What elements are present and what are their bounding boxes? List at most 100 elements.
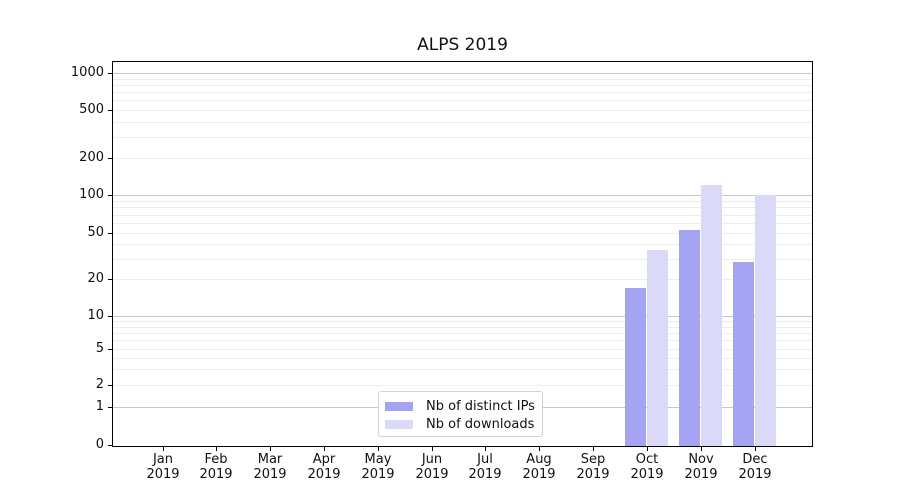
x-tick-label: Jun 2019 (400, 452, 464, 482)
x-tick-year: 2019 (415, 467, 449, 482)
y-gridline-minor (113, 100, 812, 101)
y-tick-label: 200 (79, 150, 104, 165)
x-tick-mark (270, 446, 271, 451)
x-tick-month: Dec (742, 452, 768, 467)
y-gridline-minor (113, 223, 812, 224)
y-tick-mark (108, 73, 113, 74)
plot-area (112, 61, 813, 447)
x-tick-year: 2019 (361, 467, 395, 482)
y-tick-mark (108, 407, 113, 408)
y-gridline-major (113, 195, 812, 196)
y-gridline-minor (113, 201, 812, 202)
y-gridline-major (113, 73, 812, 74)
x-tick-year: 2019 (576, 467, 610, 482)
y-tick-label: 100 (79, 187, 104, 202)
x-tick-mark (647, 446, 648, 451)
y-gridline-minor (113, 327, 812, 328)
y-tick-label: 1 (95, 399, 104, 414)
y-gridline-minor (113, 85, 812, 86)
bar-distinct-ips (679, 229, 701, 446)
x-tick-month: Jun (421, 452, 443, 467)
legend-swatch (385, 401, 413, 411)
x-tick-label: Mar 2019 (238, 452, 302, 482)
x-tick-mark (378, 446, 379, 451)
x-tick-year: 2019 (146, 467, 180, 482)
y-gridline-minor (113, 340, 812, 341)
x-tick-label: Jan 2019 (131, 452, 195, 482)
y-gridline-minor (113, 207, 812, 208)
y-gridline-minor (113, 349, 812, 350)
y-gridline-minor (113, 279, 812, 280)
x-tick-mark (324, 446, 325, 451)
bar-downloads (755, 195, 776, 446)
x-tick-label: Aug 2019 (507, 452, 571, 482)
y-tick-label: 2 (95, 377, 104, 392)
bar-downloads (701, 185, 723, 446)
x-tick-label: Jul 2019 (453, 452, 517, 482)
y-tick-label: 1000 (70, 65, 104, 80)
y-tick-label: 50 (87, 225, 104, 240)
x-tick-month: May (364, 452, 392, 467)
y-tick-mark (108, 158, 113, 159)
y-gridline-minor (113, 79, 812, 80)
x-tick-year: 2019 (684, 467, 718, 482)
y-tick-mark (108, 316, 113, 317)
y-tick-mark (108, 445, 113, 446)
y-tick-label: 10 (87, 308, 104, 323)
y-gridline-minor (113, 233, 812, 234)
x-tick-month: Sep (580, 452, 606, 467)
y-gridline-minor (113, 369, 812, 370)
y-tick-label: 5 (95, 341, 104, 356)
y-gridline-minor (113, 358, 812, 359)
y-tick-mark (108, 349, 113, 350)
x-tick-year: 2019 (199, 467, 233, 482)
x-tick-mark (432, 446, 433, 451)
x-tick-label: Apr 2019 (292, 452, 356, 482)
y-gridline-minor (113, 321, 812, 322)
y-tick-label: 500 (79, 102, 104, 117)
x-tick-year: 2019 (468, 467, 502, 482)
legend-row: Nb of distinct IPs (385, 397, 542, 415)
x-tick-year: 2019 (307, 467, 341, 482)
y-tick-mark (108, 385, 113, 386)
y-tick-label: 20 (87, 271, 104, 286)
y-gridline-minor (113, 333, 812, 334)
bar-distinct-ips (733, 262, 754, 446)
y-gridline-minor (113, 110, 812, 111)
y-gridline-minor (113, 385, 812, 386)
y-gridline-minor (113, 259, 812, 260)
y-gridline-minor (113, 137, 812, 138)
x-tick-month: Apr (312, 452, 336, 467)
y-tick-mark (108, 279, 113, 280)
x-tick-month: Aug (526, 452, 552, 467)
x-tick-mark (216, 446, 217, 451)
legend-label: Nb of distinct IPs (426, 398, 535, 414)
chart-title: ALPS 2019 (417, 35, 508, 55)
y-gridline-minor (113, 122, 812, 123)
x-tick-mark (755, 446, 756, 451)
x-tick-month: Feb (204, 452, 228, 467)
x-tick-label: Dec 2019 (723, 452, 787, 482)
y-tick-mark (108, 110, 113, 111)
x-tick-month: Oct (635, 452, 659, 467)
x-tick-month: Nov (688, 452, 714, 467)
y-gridline-minor (113, 215, 812, 216)
x-tick-year: 2019 (253, 467, 287, 482)
x-tick-mark (163, 446, 164, 451)
x-tick-mark (539, 446, 540, 451)
x-tick-label: Sep 2019 (561, 452, 625, 482)
legend: Nb of distinct IPs Nb of downloads (378, 391, 543, 437)
legend-swatch (385, 419, 413, 429)
x-tick-mark (593, 446, 594, 451)
y-tick-label: 0 (95, 437, 104, 452)
y-tick-mark (108, 195, 113, 196)
x-tick-year: 2019 (630, 467, 664, 482)
x-tick-year: 2019 (522, 467, 556, 482)
x-tick-month: Jan (152, 452, 174, 467)
y-gridline-minor (113, 244, 812, 245)
y-gridline-major (113, 316, 812, 317)
x-tick-mark (485, 446, 486, 451)
x-tick-mark (701, 446, 702, 451)
y-gridline-minor (113, 92, 812, 93)
